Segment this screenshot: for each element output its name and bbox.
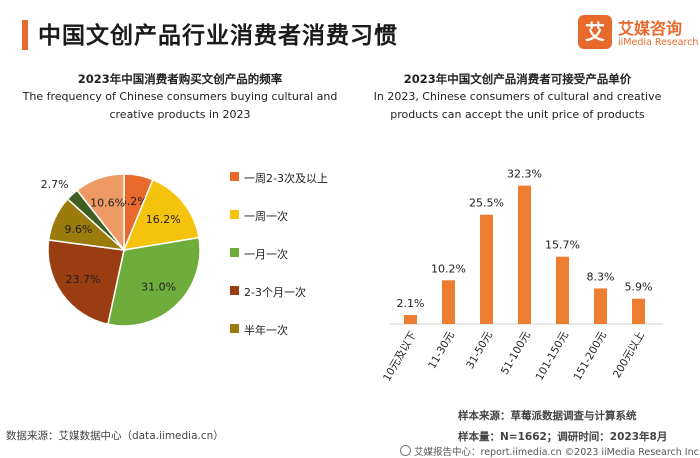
legend-swatch: [230, 324, 239, 333]
x-tick-label: 31-50元: [464, 329, 495, 371]
bar-value-label: 32.3%: [507, 168, 542, 181]
brand-logo: 艾 艾媒咨询 iiMedia Research: [578, 15, 698, 55]
pie-value-label: 16.2%: [146, 213, 181, 226]
legend-swatch: [230, 286, 239, 295]
pie-value-label: 6.2%: [120, 195, 148, 208]
legend-label: 一周2-3次及以上: [244, 172, 328, 185]
bar: [556, 256, 569, 324]
bar-chart-title-block: 2023年中国文创产品消费者可接受产品单价 In 2023, Chinese c…: [355, 70, 680, 124]
pie-slice: [106, 236, 201, 327]
pie-slice: [122, 178, 200, 251]
pie-value-label: 23.7%: [65, 273, 100, 286]
bar: [480, 214, 493, 324]
legend-swatch: [230, 210, 239, 219]
x-tick-label: 10元及以下: [381, 330, 419, 384]
pie-chart: 6.2% 16.2% 31.0% 23.7% 9.6% 2.7% 10.6%: [41, 173, 201, 327]
x-tick-label: 200元以上: [611, 330, 647, 381]
bar-value-label: 10.2%: [431, 262, 466, 275]
legend-label: 一月一次: [244, 248, 288, 261]
logo-mark: 艾: [578, 15, 612, 49]
bar: [594, 288, 607, 324]
legend-swatch: [230, 172, 239, 181]
bar-value-label: 25.5%: [469, 197, 504, 210]
sample-source-note: 样本来源：草莓派数据调查与计算系统: [458, 410, 637, 422]
bar-value-label: 15.7%: [545, 239, 580, 252]
bar-value-label: 2.1%: [397, 297, 425, 310]
bar-value-label: 8.3%: [587, 270, 615, 283]
pie-chart-subtitle: The frequency of Chinese consumers buyin…: [22, 90, 338, 121]
legend-label: 2-3个月一次: [244, 286, 306, 299]
bar-chart: 2.1% 10元及以下 10.2% 11-30元 25.5% 31-50元 32.3% 51-…: [381, 168, 663, 384]
x-tick-label: 11-30元: [426, 329, 457, 371]
legend-label: 半年一次: [244, 324, 288, 337]
pie-value-label: 31.0%: [141, 280, 176, 293]
copyright-icon: [400, 445, 411, 456]
bar-chart-subtitle: In 2023, Chinese consumers of cultural a…: [373, 90, 662, 121]
logo-en-text: iiMedia Research: [618, 37, 699, 48]
pie-chart-title-block: 2023年中国消费者购买文创产品的频率 The frequency of Chi…: [20, 70, 340, 124]
x-tick-label: 101-150元: [534, 329, 572, 383]
pie-value-label: 2.7%: [41, 178, 69, 191]
logo-cn-text: 艾媒咨询: [618, 19, 683, 38]
pie-value-label: 9.6%: [65, 223, 93, 236]
bar: [632, 298, 645, 324]
pie-value-label: 10.6%: [90, 197, 125, 210]
data-source-note: 数据来源：艾媒数据中心（data.iimedia.cn）: [6, 430, 224, 442]
legend-swatch: [230, 248, 239, 257]
bottom-credit: 艾媒报告中心：report.iimedia.cn ©2023 iiMedia R…: [400, 444, 699, 458]
x-tick-label: 151-200元: [572, 329, 610, 383]
legend-label: 一周一次: [244, 210, 288, 223]
bar: [442, 280, 455, 324]
pie-slice: [47, 239, 125, 326]
pie-slice: [75, 173, 125, 253]
bottom-credit-text: 艾媒报告中心：report.iimedia.cn ©2023 iiMedia R…: [414, 447, 699, 458]
pie-chart-title: 2023年中国消费者购买文创产品的频率: [77, 72, 283, 86]
sample-size-note: 样本量：N=1662；调研时间：2023年8月: [458, 431, 668, 443]
bar-chart-title: 2023年中国文创产品消费者可接受产品单价: [403, 72, 632, 86]
bar: [518, 185, 531, 324]
bar: [404, 315, 417, 324]
title-accent-bar: [22, 20, 28, 50]
page-title: 中国文创产品行业消费者消费习惯: [38, 23, 398, 49]
bar-value-label: 5.9%: [625, 281, 653, 294]
x-tick-label: 51-100元: [499, 329, 533, 377]
